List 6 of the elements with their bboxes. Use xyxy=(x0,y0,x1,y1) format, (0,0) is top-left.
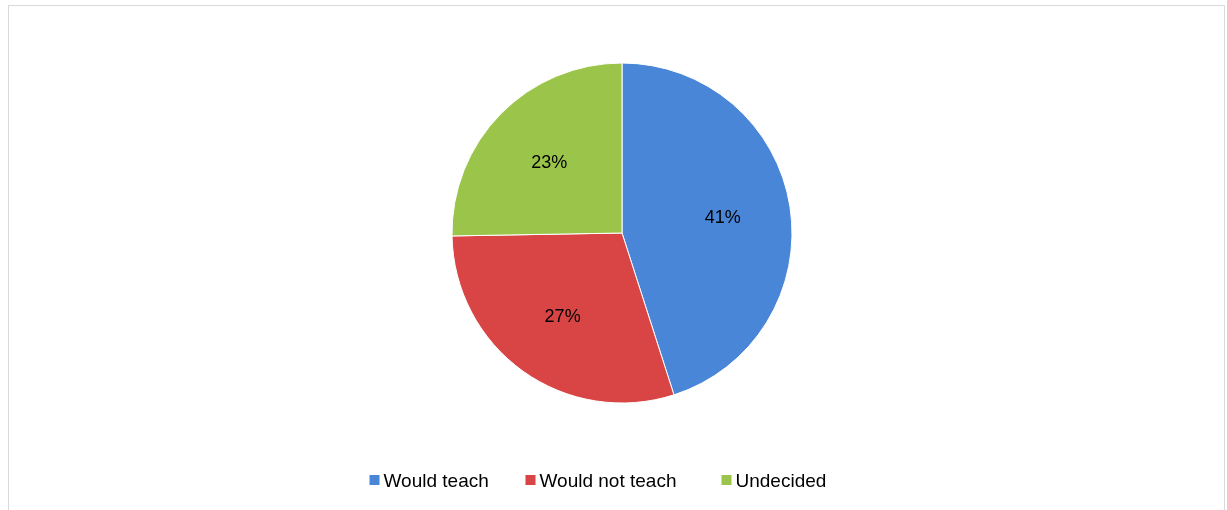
legend-label: Undecided xyxy=(735,469,827,491)
legend-label: Would teach xyxy=(383,469,489,491)
data-label: 41% xyxy=(704,207,741,228)
data-label: 23% xyxy=(531,151,568,172)
legend-label: Would not teach xyxy=(539,469,677,491)
data-label: 27% xyxy=(544,305,581,326)
